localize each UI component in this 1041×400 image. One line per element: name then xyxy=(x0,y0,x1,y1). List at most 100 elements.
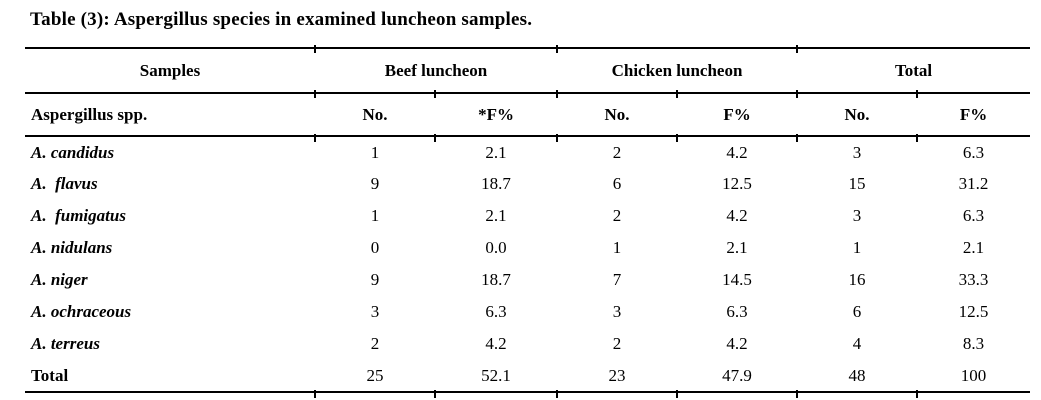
chicken-no-value: 2 xyxy=(612,206,622,225)
beef-f-value: 2.1 xyxy=(485,142,507,162)
species-name: A. niger xyxy=(31,270,88,289)
column-boundary-tick xyxy=(676,390,678,398)
header-chicken-no: No. xyxy=(604,104,630,124)
column-boundary-tick xyxy=(434,390,436,398)
chicken-no-value: 6 xyxy=(612,174,622,193)
header-beef-no: No. xyxy=(362,104,388,124)
column-boundary-tick xyxy=(314,390,316,398)
table-row: A. terreus 2 4.2 2 4.2 4 8.3 xyxy=(25,328,1030,360)
beef-f-value: 6.3 xyxy=(485,302,507,321)
beef-no-value: 1 xyxy=(370,142,380,162)
table-row: A. fumigatus 1 2.1 2 4.2 3 6.3 xyxy=(25,200,1030,232)
column-boundary-tick xyxy=(556,90,558,98)
column-boundary-tick xyxy=(916,390,918,398)
chicken-f-value: 12.5 xyxy=(722,174,752,193)
column-boundary-tick xyxy=(314,134,316,142)
total-row-label: Total xyxy=(31,365,69,385)
chicken-f-value: 2.1 xyxy=(726,238,748,257)
column-boundary-tick xyxy=(556,45,558,53)
column-boundary-tick xyxy=(916,134,918,142)
column-boundary-tick xyxy=(314,90,316,98)
sub-header-row: Aspergillus spp. No. *F% No. F% No. F% xyxy=(25,93,1031,136)
total-no-value: 3 xyxy=(852,142,862,162)
group-header-row: Samples Beef luncheon Chicken luncheon T… xyxy=(25,48,1031,93)
chicken-no-value: 2 xyxy=(612,334,622,353)
total-f-value: 2.1 xyxy=(962,238,985,257)
species-name: A. terreus xyxy=(31,334,100,353)
total-no-value: 4 xyxy=(852,334,862,353)
beef-no-total: 25 xyxy=(366,365,384,385)
beef-f-value: 18.7 xyxy=(481,270,511,289)
total-f-value: 12.5 xyxy=(958,302,989,321)
total-no-value: 16 xyxy=(848,270,866,289)
column-boundary-tick xyxy=(796,90,798,98)
column-boundary-tick xyxy=(676,134,678,142)
header-aspergillus-spp: Aspergillus spp. xyxy=(31,104,148,124)
data-table: Samples Beef luncheon Chicken luncheon T… xyxy=(25,47,1031,393)
species-name: A. fumigatus xyxy=(31,206,126,225)
beef-f-value: 4.2 xyxy=(485,334,507,353)
beef-f-total: 52.1 xyxy=(481,365,511,385)
beef-no-value: 2 xyxy=(370,334,380,353)
beef-no-value: 1 xyxy=(370,206,380,225)
total-no-value: 15 xyxy=(848,174,866,193)
header-chicken-f: F% xyxy=(723,104,751,124)
total-f-value: 8.3 xyxy=(962,334,985,353)
beef-no-value: 9 xyxy=(370,174,380,193)
total-no-value: 1 xyxy=(852,238,862,257)
chicken-no-value: 7 xyxy=(612,270,622,289)
total-f-value: 6.3 xyxy=(962,206,985,225)
column-boundary-tick xyxy=(556,390,558,398)
chicken-no-value: 1 xyxy=(612,238,622,257)
header-total-f: F% xyxy=(959,104,988,124)
column-boundary-tick xyxy=(916,90,918,98)
beef-f-value: 0.0 xyxy=(485,238,507,257)
chicken-f-value: 6.3 xyxy=(726,302,748,321)
species-name: A. nidulans xyxy=(31,238,113,257)
total-no-total: 48 xyxy=(848,365,866,385)
total-row: Total 25 52.1 23 47.9 48 100 xyxy=(25,360,1031,392)
header-chicken-luncheon: Chicken luncheon xyxy=(611,60,743,80)
chicken-f-total: 47.9 xyxy=(722,365,752,385)
chicken-no-value: 3 xyxy=(612,302,622,321)
table-row: A. nidulans 0 0.0 1 2.1 1 2.1 xyxy=(25,232,1030,264)
column-boundary-tick xyxy=(314,45,316,53)
chicken-no-total: 23 xyxy=(608,365,626,385)
column-boundary-tick xyxy=(796,134,798,142)
total-no-value: 3 xyxy=(852,206,862,225)
species-name: A. flavus xyxy=(31,174,98,193)
species-name: A. ochraceous xyxy=(31,302,132,321)
table-row: A. candidus 1 2.1 2 4.2 3 6.3 xyxy=(25,136,1030,168)
species-name: A. candidus xyxy=(31,142,115,162)
beef-f-value: 18.7 xyxy=(481,174,511,193)
beef-no-value: 0 xyxy=(370,238,380,257)
header-beef-f: *F% xyxy=(478,104,514,124)
beef-no-value: 9 xyxy=(370,270,380,289)
table-row: A. flavus 9 18.7 6 12.5 15 31.2 xyxy=(25,168,1030,200)
total-no-value: 6 xyxy=(852,302,862,321)
total-f-total: 100 xyxy=(960,365,987,385)
header-beef-luncheon: Beef luncheon xyxy=(384,60,488,80)
header-total: Total xyxy=(894,60,933,80)
total-f-value: 31.2 xyxy=(958,174,989,193)
header-total-no: No. xyxy=(844,104,870,124)
column-boundary-tick xyxy=(556,134,558,142)
column-boundary-tick xyxy=(796,45,798,53)
chicken-no-value: 2 xyxy=(612,142,622,162)
header-samples: Samples xyxy=(139,60,201,80)
chicken-f-value: 4.2 xyxy=(726,206,748,225)
total-f-value: 6.3 xyxy=(962,142,985,162)
column-boundary-tick xyxy=(676,90,678,98)
chicken-f-value: 14.5 xyxy=(722,270,752,289)
table-row: A. niger 9 18.7 7 14.5 16 33.3 xyxy=(25,264,1030,296)
beef-f-value: 2.1 xyxy=(485,206,507,225)
table-row: A. ochraceous 3 6.3 3 6.3 6 12.5 xyxy=(25,296,1030,328)
beef-no-value: 3 xyxy=(370,302,380,321)
column-boundary-tick xyxy=(434,134,436,142)
table-caption: Table (3): Aspergillus species in examin… xyxy=(30,9,533,30)
column-boundary-tick xyxy=(796,390,798,398)
chicken-f-value: 4.2 xyxy=(726,334,748,353)
column-boundary-tick xyxy=(434,90,436,98)
chicken-f-value: 4.2 xyxy=(726,142,748,162)
